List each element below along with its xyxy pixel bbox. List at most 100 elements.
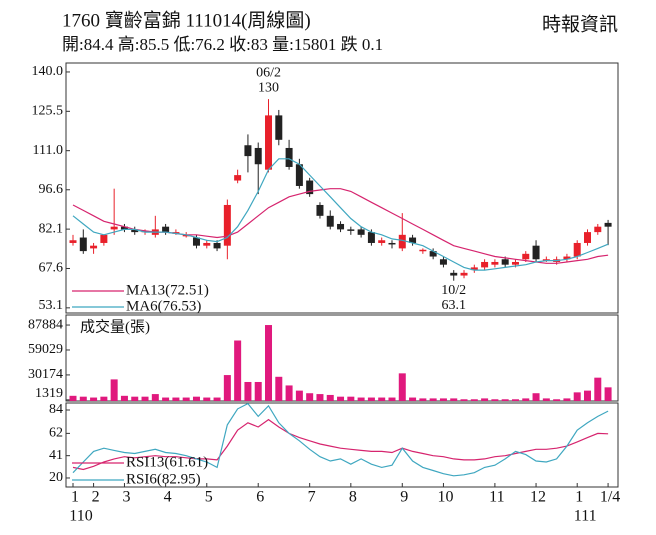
x-year-label: 110 — [69, 508, 92, 525]
candle-body — [419, 249, 427, 252]
volume-bar — [275, 376, 283, 401]
candle-body — [213, 242, 221, 249]
x-tick-label: 1/4 — [600, 489, 620, 506]
candle-body — [460, 272, 468, 276]
candle-body — [584, 232, 591, 243]
candle-body — [409, 237, 417, 243]
candle-body — [388, 242, 396, 245]
volume-bar — [223, 375, 231, 401]
y-tick-label: 84 — [49, 402, 63, 417]
volume-bar — [429, 398, 437, 401]
volume-bar — [316, 394, 324, 401]
volume-bar — [69, 395, 77, 401]
volume-bar — [450, 398, 458, 401]
title: 1760 寶齡富錦 111014(周線圖) — [62, 9, 311, 31]
y-tick-label: 62 — [49, 426, 63, 441]
x-year-label: 111 — [574, 508, 597, 525]
candle-body — [357, 229, 365, 235]
x-tick-label: 11 — [489, 489, 504, 506]
volume-bar — [326, 394, 334, 401]
candle-body — [234, 175, 242, 181]
candle-body — [398, 234, 406, 249]
candle-body — [522, 253, 530, 260]
volume-bar — [265, 325, 273, 401]
volume-bar — [522, 398, 530, 401]
volume-bar — [162, 397, 170, 401]
line-series — [72, 158, 609, 271]
volume-bar — [100, 396, 108, 401]
y-tick-label: 140.0 — [32, 64, 64, 79]
candle-body — [162, 226, 170, 233]
y-tick-label: 111.0 — [33, 143, 63, 158]
candle-body — [172, 232, 180, 234]
volume-bar — [532, 393, 540, 401]
volume-bar — [110, 379, 118, 401]
volume-bar — [285, 385, 293, 401]
x-tick-label: 12 — [530, 489, 546, 506]
candle-body — [594, 226, 602, 233]
candle-body — [285, 147, 293, 167]
y-tick-label: 87884 — [28, 317, 63, 332]
volume-bar — [439, 398, 447, 401]
x-tick-label: 7 — [308, 489, 316, 506]
candle-body — [481, 261, 489, 268]
volume-bar — [203, 397, 211, 401]
candle-body — [337, 223, 345, 230]
volume-bar — [213, 397, 221, 401]
x-tick-label: 3 — [122, 489, 130, 506]
candle-body — [192, 237, 200, 246]
candle-body — [439, 259, 447, 265]
volume-bar — [192, 396, 200, 401]
candle-body — [203, 242, 211, 246]
y-tick-label: 67.6 — [39, 261, 64, 276]
candle-body — [120, 226, 128, 230]
candle-body — [90, 245, 98, 249]
y-tick-label: 30174 — [28, 367, 63, 382]
candle-body — [573, 242, 581, 257]
volume-bar — [409, 397, 417, 401]
x-tick-label: 1 — [575, 489, 583, 506]
volume-bar — [347, 396, 355, 401]
candle-body — [100, 234, 108, 243]
summary: 開:84.4 高:85.5 低:76.2 收:83 量:15801 跌 0.1 — [62, 35, 383, 54]
candle-body — [265, 115, 273, 170]
candle-body — [244, 145, 252, 157]
volume-bar — [151, 394, 159, 401]
candle-body — [563, 256, 571, 260]
legend-label: RSI13(61.61) — [126, 454, 208, 470]
candle-body — [316, 204, 324, 216]
volume-bar — [244, 381, 252, 401]
candle-body — [326, 215, 334, 227]
candle-body — [306, 180, 314, 195]
volume-bar — [388, 397, 396, 401]
volume-bar — [481, 398, 489, 401]
volume-bar — [295, 390, 303, 401]
y-tick-label: 41 — [49, 448, 63, 463]
volume-bar — [553, 399, 561, 401]
annotation-date: 06/2 — [256, 65, 281, 80]
volume-bar — [337, 396, 345, 401]
volume-bar — [172, 397, 180, 401]
candle-body — [501, 259, 509, 265]
candle-body — [450, 272, 458, 276]
y-tick-label: 59029 — [28, 342, 63, 357]
y-tick-label: 20 — [49, 470, 63, 485]
candle-body — [182, 234, 190, 237]
source: 時報資訊 — [542, 13, 618, 35]
x-tick-label: 5 — [205, 489, 213, 506]
volume-bar — [460, 399, 468, 401]
candle-body — [604, 222, 612, 227]
y-tick-label: 82.1 — [39, 221, 64, 236]
candle-body — [295, 164, 303, 186]
x-tick-label: 4 — [164, 489, 172, 506]
volume-bar — [182, 397, 190, 401]
volume-bar — [90, 397, 98, 401]
y-tick-label: 96.6 — [39, 182, 64, 197]
x-tick-label: 9 — [400, 489, 408, 506]
volume-bar — [573, 392, 581, 401]
volume-bar — [419, 398, 427, 401]
volume-bar — [563, 398, 571, 401]
x-tick-label: 8 — [349, 489, 357, 506]
legend-label: MA13(72.51) — [126, 282, 209, 298]
